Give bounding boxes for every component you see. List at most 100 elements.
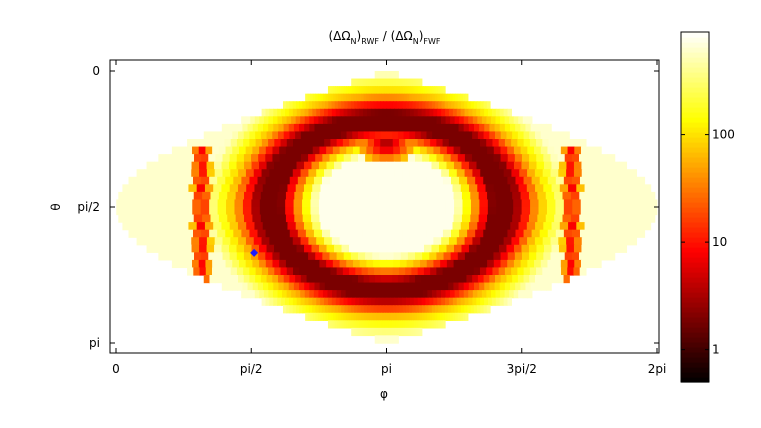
- colorbar-cell: [681, 152, 709, 158]
- heatmap-cell: [420, 327, 423, 337]
- heatmap-cell: [427, 290, 433, 299]
- heatmap-cell: [392, 78, 394, 87]
- heatmap-cell: [220, 131, 228, 140]
- heatmap-cell: [410, 320, 413, 329]
- heatmap-cell: [604, 214, 614, 223]
- heatmap-cell: [562, 214, 572, 223]
- heatmap-cell: [381, 93, 385, 102]
- heatmap-cell: [460, 146, 468, 155]
- heatmap-cell: [363, 131, 370, 140]
- heatmap-cell: [396, 101, 401, 110]
- heatmap-cell: [251, 199, 261, 208]
- heatmap-cell: [346, 176, 355, 185]
- heatmap-cell: [518, 116, 524, 125]
- heatmap-cell: [378, 229, 388, 238]
- heatmap-cell: [272, 154, 281, 163]
- heatmap-cell: [202, 191, 212, 201]
- heatmap-cell: [597, 199, 607, 208]
- heatmap-cell: [425, 237, 434, 246]
- heatmap-cell: [419, 320, 422, 329]
- heatmap-cell: [456, 297, 462, 306]
- heatmap-cell: [394, 191, 404, 201]
- heatmap-cell: [460, 131, 468, 140]
- heatmap-cell: [128, 229, 138, 238]
- heatmap-cell: [424, 86, 428, 95]
- heatmap-cell: [366, 297, 372, 306]
- heatmap-cell: [320, 184, 330, 193]
- heatmap-cell: [547, 176, 557, 185]
- heatmap-cell: [387, 78, 390, 87]
- heatmap-cell: [310, 312, 314, 321]
- heatmap-cell: [305, 93, 309, 102]
- heatmap-cell: [534, 259, 542, 269]
- heatmap-cell: [427, 116, 433, 125]
- heatmap-cell: [263, 116, 270, 125]
- heatmap-cell: [513, 161, 523, 170]
- heatmap-cell: [461, 161, 470, 170]
- heatmap-cell: [330, 176, 339, 185]
- heatmap-cell: [355, 297, 360, 306]
- heatmap-cell: [462, 199, 472, 208]
- heatmap-cell: [517, 131, 525, 140]
- heatmap-cell: [221, 222, 231, 231]
- heatmap-cell: [600, 252, 609, 261]
- heatmap-cell: [472, 297, 477, 306]
- y-tick-label: 0: [92, 64, 100, 78]
- heatmap-cell: [122, 222, 132, 231]
- heatmap-cell: [322, 290, 329, 299]
- heatmap-cell: [411, 222, 421, 231]
- heatmap-cell: [470, 214, 480, 223]
- heatmap-cell: [364, 320, 367, 329]
- heatmap-cell: [514, 252, 523, 261]
- heatmap-cell: [621, 214, 631, 223]
- heatmap-cell: [460, 222, 470, 231]
- heatmap-cell: [183, 207, 193, 216]
- heatmap-cell: [399, 320, 402, 329]
- heatmap-cell: [204, 184, 214, 193]
- heatmap-cell: [295, 290, 301, 299]
- heatmap-cell: [580, 146, 589, 155]
- heatmap-cell: [316, 237, 325, 246]
- heatmap-cell: [419, 312, 423, 321]
- heatmap-cell: [500, 116, 506, 125]
- heatmap-cell: [510, 222, 520, 231]
- heatmap-cell: [143, 214, 153, 223]
- heatmap-cell: [423, 267, 431, 276]
- heatmap-cell: [268, 282, 274, 291]
- heatmap-cell: [324, 139, 332, 148]
- heatmap-cell: [493, 259, 502, 269]
- heatmap-cell: [409, 327, 412, 337]
- heatmap-cell: [443, 320, 446, 329]
- heatmap-cell: [571, 252, 580, 261]
- heatmap-cell: [265, 259, 274, 269]
- heatmap-cell: [308, 237, 317, 246]
- heatmap-cell: [402, 237, 411, 246]
- heatmap-cell: [436, 214, 446, 223]
- heatmap-cell: [442, 176, 452, 185]
- heatmap-cell: [386, 176, 396, 185]
- heatmap-cell: [527, 290, 533, 299]
- heatmap-cell: [417, 86, 421, 95]
- heatmap-cell: [306, 275, 313, 284]
- heatmap-cell: [432, 275, 439, 284]
- heatmap-cell: [277, 275, 285, 284]
- heatmap-cell: [407, 78, 410, 87]
- heatmap-cell: [291, 116, 297, 125]
- heatmap-cell: [289, 101, 294, 110]
- heatmap-cell: [441, 290, 447, 299]
- heatmap-cell: [265, 252, 274, 261]
- heatmap-cell: [388, 320, 391, 329]
- heatmap-cell: [589, 207, 599, 216]
- heatmap-cell: [318, 305, 323, 314]
- heatmap-cell: [208, 252, 216, 261]
- heatmap-cell: [466, 259, 475, 269]
- heatmap-cell: [399, 327, 402, 337]
- heatmap-cell: [124, 199, 134, 208]
- colorbar-cell: [681, 187, 709, 193]
- heatmap-cell: [366, 259, 374, 269]
- heatmap-cell: [371, 161, 380, 170]
- heatmap-cell: [367, 267, 375, 276]
- heatmap-cell: [555, 199, 565, 208]
- heatmap-cell: [315, 252, 323, 261]
- colorbar-cell: [681, 72, 709, 78]
